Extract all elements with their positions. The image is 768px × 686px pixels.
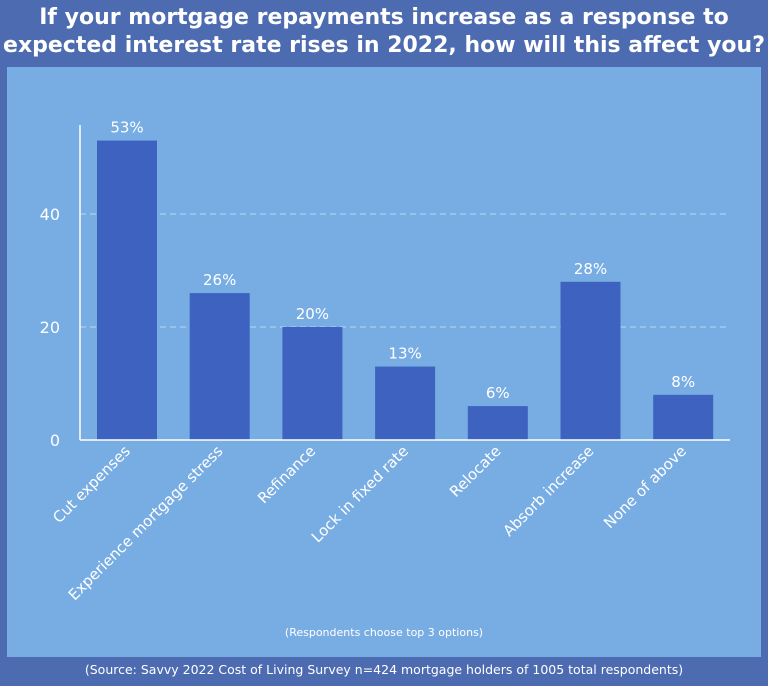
x-tick-label: Absorb increase (499, 442, 597, 540)
bar (653, 394, 714, 440)
data-label: 8% (671, 373, 695, 391)
x-tick-label: Relocate (446, 442, 505, 501)
bar (189, 293, 250, 440)
bar (282, 327, 343, 440)
bar (467, 406, 528, 440)
y-tick-label: 40 (40, 205, 60, 224)
data-label: 28% (574, 260, 607, 278)
x-tick-label: Lock in fixed rate (308, 442, 412, 546)
data-label: 13% (388, 345, 421, 363)
source-text: (Source: Savvy 2022 Cost of Living Surve… (84, 662, 684, 677)
bar (560, 281, 621, 440)
y-tick-label: 0 (50, 431, 60, 450)
x-tick-label: Experience mortgage stress (65, 442, 227, 604)
data-label: 53% (110, 119, 143, 137)
chart-title: If your mortgage repayments increase as … (3, 5, 765, 58)
x-tick-label: Cut expenses (49, 442, 134, 527)
data-label: 20% (296, 305, 329, 323)
data-label: 26% (203, 271, 236, 289)
x-tick-label: Refinance (254, 442, 319, 507)
chart-note: (Respondents choose top 3 options) (284, 626, 484, 639)
bar (97, 140, 157, 441)
y-tick-label: 20 (40, 318, 60, 337)
x-tick-label: None of above (600, 442, 690, 532)
data-label: 6% (486, 384, 510, 402)
bar (375, 366, 436, 440)
